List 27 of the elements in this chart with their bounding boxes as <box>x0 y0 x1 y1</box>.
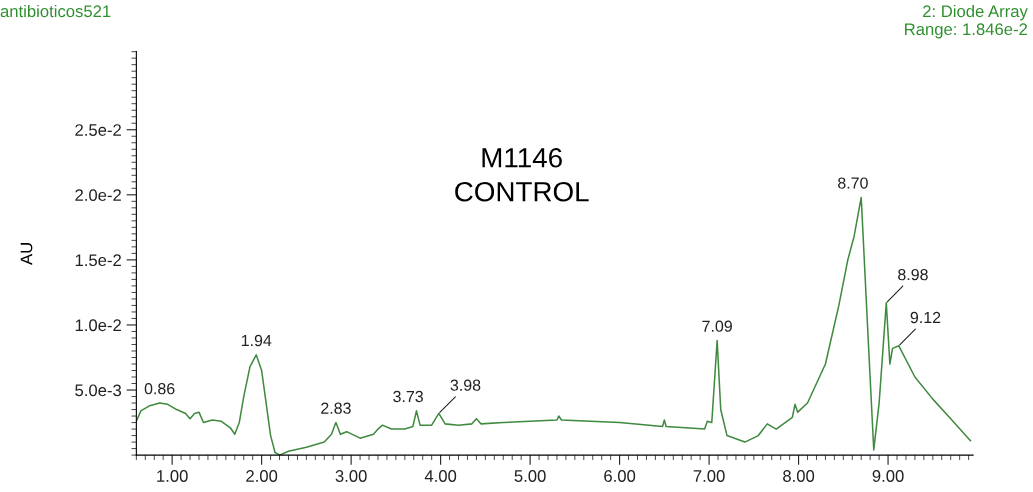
annotation: 1.94 <box>241 334 272 347</box>
y-tick-label: 5.0e-3 <box>75 384 122 397</box>
annotation: 8.70 <box>838 177 868 189</box>
y-tick-label: 1.5e-2 <box>75 254 121 267</box>
x-tick-label: 6.00 <box>604 470 636 482</box>
y-tick-label: 1.0e-2 <box>75 319 121 332</box>
x-tick-label: 4.00 <box>424 470 457 482</box>
annotation: 3.98 <box>450 379 481 391</box>
x-tick-label: 1.00 <box>157 470 188 482</box>
annotation: 2.83 <box>321 402 351 414</box>
x-tick-label: 9.00 <box>872 470 904 482</box>
annotation: 3.73 <box>393 390 423 403</box>
y-tick-label: 2.5e-2 <box>75 124 121 136</box>
annotation: 0.86 <box>144 383 175 395</box>
annotation: 8.98 <box>898 268 928 281</box>
y-axis-title: AU <box>20 243 33 265</box>
x-tick-label: 7.00 <box>693 470 725 482</box>
x-tick-label: 3.00 <box>335 470 367 482</box>
y-tick-label: 2.0e-2 <box>75 189 121 202</box>
text: 2: Diode Array Range: 1.846e-2 <box>905 4 1028 39</box>
annotation: 7.09 <box>702 320 732 332</box>
x-tick-label: 8.00 <box>783 470 815 482</box>
text: antibioticos521 <box>0 4 111 18</box>
x-tick-label: 2.00 <box>246 470 278 482</box>
annotation: M1146 CONTROL <box>455 147 589 202</box>
annotation: 9.12 <box>910 311 941 324</box>
x-tick-label: 5.00 <box>514 470 546 482</box>
